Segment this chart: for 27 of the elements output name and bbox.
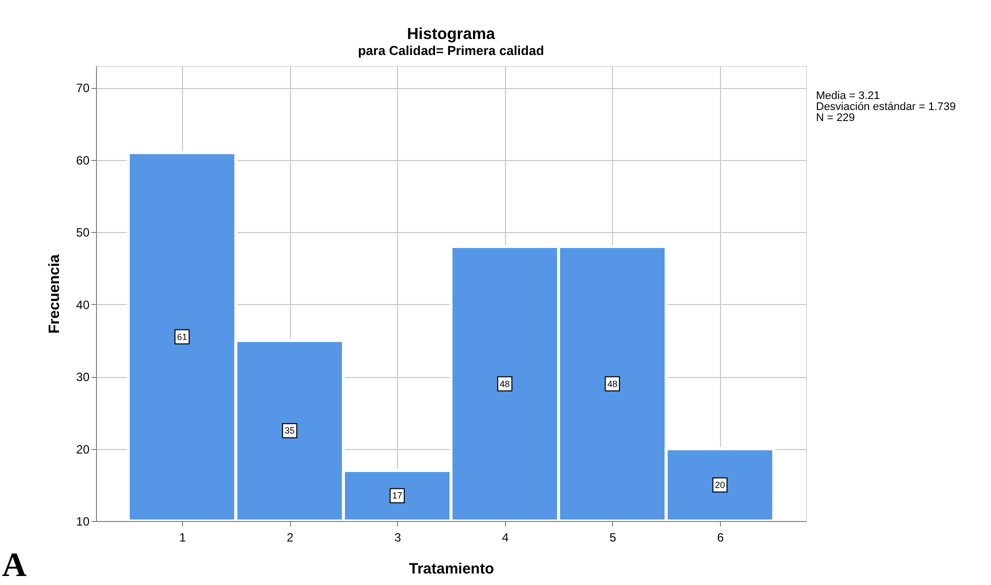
data-label: 48 [607,378,618,389]
x-tick-label: 5 [610,530,617,544]
x-tick-label: 6 [717,530,724,544]
data-label: 20 [714,480,725,490]
y-tick-label: 10 [76,514,90,528]
x-tick-label: 1 [179,530,186,544]
x-axis-title: Tratamiento [408,560,494,578]
y-axis-title: Frecuencia [46,254,64,334]
y-tick-label: 20 [76,442,90,456]
text: N = 229 [816,112,855,124]
text: A [2,547,27,584]
data-label: 17 [392,490,402,501]
y-tick-label: 70 [76,81,90,96]
text: Desviación estándar = 1.739 [816,101,956,113]
chart-subtitle: para Calidad= Primera calidad [358,43,544,58]
chart-title: Histograma [406,26,496,43]
data-label: 48 [500,378,510,389]
x-tick-label: 4 [502,530,509,544]
y-tick-label: 40 [76,298,90,312]
x-tick-label: 3 [394,530,402,544]
y-tick-label: 50 [76,226,90,240]
x-tick-label: 2 [286,530,294,544]
text: Media = 3.21 [816,90,880,102]
y-tick-label: 30 [76,370,90,384]
data-label: 61 [177,332,188,342]
data-label: 35 [284,426,295,436]
y-tick-label: 60 [76,153,90,168]
